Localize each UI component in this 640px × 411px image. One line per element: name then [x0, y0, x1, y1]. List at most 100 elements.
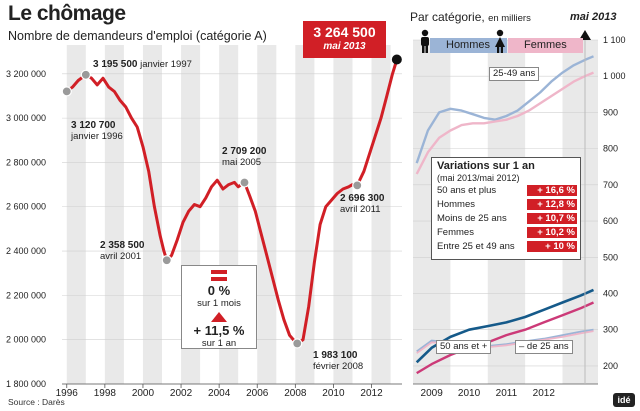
callout-date: avril 2001: [100, 251, 142, 262]
variation-row: Entre 25 et 49 ans + 10 %: [437, 241, 577, 252]
series-line: [416, 301, 594, 375]
variations-subtitle: (mai 2013/mai 2012): [437, 173, 520, 183]
y-tick-label: 2 200 000: [6, 290, 46, 300]
right-x-axis: 2009 2010 2011 2012: [413, 383, 598, 399]
label-under-25: – de 25 ans: [515, 340, 573, 354]
right-panel-date: mai 2013: [570, 11, 617, 23]
callout-jan-1997: 3 195 500 janvier 1997: [93, 59, 192, 70]
y-tick-label: 1 800 000: [6, 379, 46, 389]
callout-date: mai 2005: [222, 157, 262, 168]
series-line: [415, 55, 594, 164]
right-series-lines: [415, 55, 595, 375]
variations-title: Variations sur 1 an: [437, 160, 535, 172]
y-tick-label: 1 100: [603, 35, 626, 45]
y-tick-label: 2 400 000: [6, 246, 46, 256]
year-band: [66, 45, 86, 384]
year-change-label: sur 1 an: [201, 338, 237, 349]
callout-value: 2 358 500: [100, 240, 145, 251]
series-line: [415, 71, 594, 175]
y-tick-label: 2 600 000: [6, 202, 46, 212]
variation-row: Moins de 25 ans + 10,7 %: [437, 213, 577, 224]
latest-point: [391, 54, 402, 65]
equal-icon: [211, 270, 227, 281]
legend-women: Femmes: [508, 38, 583, 53]
y-tick-label: 2 000 000: [6, 335, 46, 345]
right-panel-unit: en milliers: [488, 13, 531, 24]
man-icon: [421, 29, 429, 53]
x-tick-label: 1996: [56, 388, 79, 399]
x-tick-label: 2000: [132, 388, 155, 399]
x-tick-label: 1998: [94, 388, 117, 399]
x-tick-label: 2010: [322, 388, 345, 399]
callout-point: [352, 180, 363, 191]
callout-apr-2011: 2 696 300 avril 2011: [340, 193, 385, 215]
latest-date: mai 2013: [323, 41, 366, 52]
callout-point: [292, 338, 303, 349]
y-tick-label: 600: [603, 216, 618, 226]
callout-value: 3 195 500: [93, 59, 138, 70]
y-tick-label: 3 200 000: [6, 69, 46, 79]
y-tick-label: 200: [603, 361, 618, 371]
callout-apr-2001: 2 358 500 avril 2001: [100, 240, 145, 262]
label-25-49: 25-49 ans: [489, 67, 540, 81]
y-tick-label: 700: [603, 180, 618, 190]
x-tick-label: 2004: [208, 388, 231, 399]
chart-subtitle: Nombre de demandeurs d'emploi (catégorie…: [8, 29, 267, 43]
y-tick-label: 400: [603, 288, 618, 298]
callout-value: 2 709 200: [222, 146, 267, 157]
y-tick-label: 800: [603, 144, 618, 154]
month-change-label: sur 1 mois: [197, 298, 241, 309]
year-band: [257, 45, 277, 384]
callout-may-2005: 2 709 200 mai 2005: [222, 146, 267, 168]
x-tick-label: 2008: [284, 388, 307, 399]
latest-value: 3 264 500: [313, 24, 376, 40]
callout-date: janvier 1996: [71, 131, 123, 142]
y-axis: 1 800 000 2 000 000 2 200 000 2 400 000 2 60…: [6, 69, 402, 389]
up-triangle-icon: [211, 312, 227, 322]
callout-point: [61, 86, 72, 97]
y-tick-label: 500: [603, 252, 618, 262]
woman-icon: [495, 29, 505, 53]
variations-box: Variations sur 1 an (mai 2013/mai 2012) …: [431, 157, 581, 260]
callout-value: 3 120 700: [71, 120, 116, 131]
y-tick-label: 300: [603, 325, 618, 335]
latest-marker-triangle: [579, 30, 591, 40]
x-tick-label: 2009: [421, 388, 444, 399]
y-tick-label: 3 000 000: [6, 113, 46, 123]
callout-markers: [61, 54, 402, 349]
right-panel-title: Par catégorie, en milliers: [410, 10, 531, 24]
label-50-plus: 50 ans et +: [436, 340, 492, 354]
callout-date: janvier 1997: [140, 59, 192, 70]
variation-row: Hommes + 12,8 %: [437, 199, 577, 210]
year-band: [333, 45, 353, 384]
year-band: [104, 45, 124, 384]
legend-men: Hommes: [430, 38, 507, 53]
callout-point: [80, 69, 91, 80]
callout-jan-1996: 3 120 700 janvier 1996: [71, 120, 123, 142]
month-change-value: 0 %: [207, 283, 231, 298]
latest-value-box: 3 264 500 mai 2013: [303, 21, 386, 58]
x-tick-label: 2006: [246, 388, 269, 399]
x-tick-label: 2010: [458, 388, 481, 399]
callout-value: 2 696 300: [340, 193, 385, 204]
x-tick-label: 2012: [533, 388, 556, 399]
change-summary-box: 0 % sur 1 mois + 11,5 % sur 1 an: [181, 265, 257, 349]
callout-date: avril 2011: [340, 204, 381, 215]
x-tick-label: 2002: [170, 388, 193, 399]
chart-title: Le chômage: [8, 2, 126, 25]
variation-row: Femmes + 10,2 %: [437, 227, 577, 238]
x-axis: 1996 1998 2000 2002 2004 2006 2008 2010 2012: [56, 383, 402, 399]
unemployment-line: [65, 59, 399, 345]
year-band: [142, 45, 162, 384]
y-tick-label: 2 800 000: [6, 157, 46, 167]
y-tick-label: 900: [603, 107, 618, 117]
callout-point: [161, 255, 172, 266]
callout-feb-2008: 1 983 100 février 2008: [313, 350, 363, 372]
x-tick-label: 2012: [360, 388, 383, 399]
source-note: Source : Darès: [8, 397, 65, 407]
callout-date: février 2008: [313, 361, 364, 372]
x-tick-label: 2011: [496, 388, 518, 399]
publisher-logo: idé: [613, 393, 635, 407]
y-tick-label: 1 000: [603, 71, 626, 81]
callout-value: 1 983 100: [313, 350, 358, 361]
